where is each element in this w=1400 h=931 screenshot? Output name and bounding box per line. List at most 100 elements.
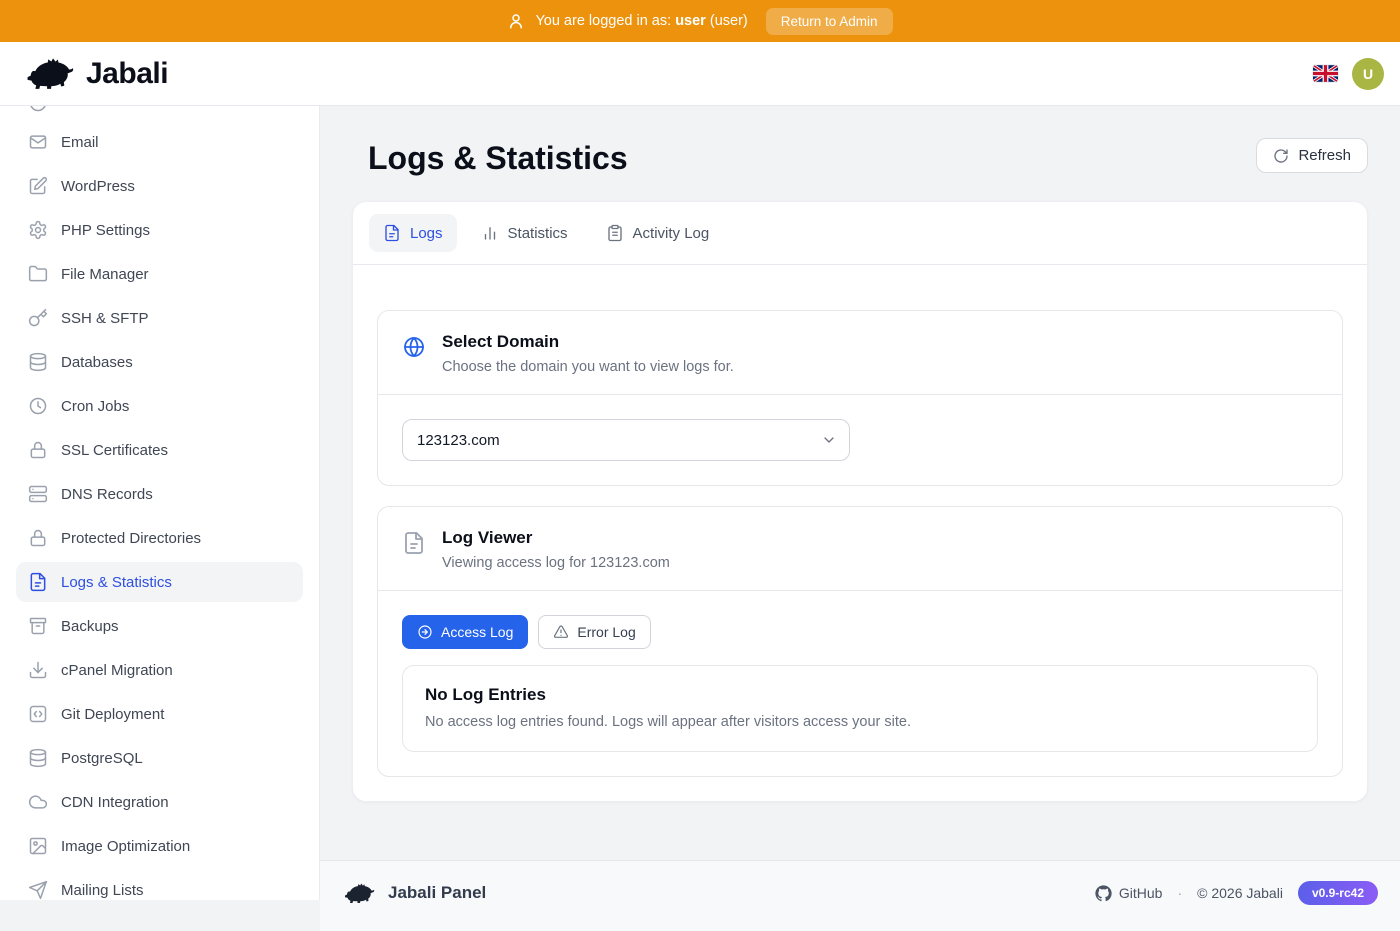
sidebar-item-label: DNS Records [61,485,153,503]
no-log-entries-message: No access log entries found. Logs will a… [425,714,911,730]
sidebar-item-ssl-certificates[interactable]: SSL Certificates [16,430,303,470]
sidebar-item-cdn-integration[interactable]: CDN Integration [16,782,303,822]
sidebar-item-ssh-sftp[interactable]: SSH & SFTP [16,298,303,338]
boar-footer-icon [345,883,375,903]
code-icon [28,704,48,724]
no-log-entries-title: No Log Entries [425,685,546,704]
page-title: Logs & Statistics [368,140,628,176]
sidebar-item-label: Git Deployment [61,705,165,723]
tab-activity-log[interactable]: Activity Log [592,214,724,252]
log-viewer-subtitle: Viewing access log for 123123.com [442,555,670,571]
folder-icon [28,264,48,284]
sidebar-item-label: Databases [61,353,133,371]
database-icon [28,748,48,768]
footer-copyright: © 2026 Jabali [1197,885,1283,901]
lock-icon [28,528,48,548]
footer-separator: · [1177,885,1183,901]
sidebar-item-label: SSL Certificates [61,441,168,459]
tab-statistics[interactable]: Statistics [467,214,582,252]
sidebar-item-cron-jobs[interactable]: Cron Jobs [16,386,303,426]
sidebar: Email WordPress PHP Settings File Manager SS… [0,106,320,900]
filetext-icon [28,572,48,592]
log-viewer-card: Log Viewer Viewing access log for 123123… [377,506,1343,777]
mail-icon [28,132,48,152]
lock-icon [28,440,48,460]
server-icon [28,484,48,504]
sidebar-item-logs-statistics[interactable]: Logs & Statistics [16,562,303,602]
archive-icon [28,616,48,636]
language-flag-uk[interactable] [1313,65,1338,82]
sidebar-item-label: Backups [61,617,119,635]
select-domain-subtitle: Choose the domain you want to view logs … [442,359,734,375]
tab-bar: Logs Statistics Activity Log [353,202,1367,265]
clock-icon [28,396,48,416]
sidebar-item-postgresql[interactable]: PostgreSQL [16,738,303,778]
gear-icon [28,220,48,240]
access-log-button[interactable]: Access Log [402,615,529,649]
sidebar-nav: Email WordPress PHP Settings File Manager SS… [16,122,303,900]
logged-in-role: (user) [709,13,748,29]
tab-label: Statistics [507,224,568,242]
warning-triangle-icon [554,625,569,638]
sidebar-item-label: cPanel Migration [61,661,173,679]
sidebar-item-php-settings[interactable]: PHP Settings [16,210,303,250]
sidebar-item-file-manager[interactable]: File Manager [16,254,303,294]
sidebar-item-label: File Manager [61,265,149,283]
sidebar-item-label: Email [61,133,99,151]
no-log-entries-box: No Log Entries No access log entries fou… [402,665,1318,752]
sidebar-item-databases[interactable]: Databases [16,342,303,382]
log-viewer-title: Log Viewer [442,528,533,547]
domain-select[interactable]: 123123.com [402,419,850,461]
clipboard-icon [606,224,624,242]
sidebar-item-label: Logs & Statistics [61,573,172,591]
user-avatar[interactable]: U [1352,57,1384,90]
return-to-admin-button[interactable]: Return to Admin [765,7,893,35]
app-header: Jabali U [0,42,1400,106]
tab-label: Activity Log [632,224,710,242]
sidebar-item-mailing-lists[interactable]: Mailing Lists [16,870,303,900]
logged-in-username: user [675,13,706,29]
globe-icon [402,335,426,359]
boar-logo-icon [27,57,74,89]
github-link[interactable]: GitHub [1095,884,1162,902]
sidebar-item-git-deployment[interactable]: Git Deployment [16,694,303,734]
filetext-icon [383,224,401,242]
sidebar-item-label: Protected Directories [61,529,202,547]
refresh-button[interactable]: Refresh [1256,138,1368,173]
sidebar-item-email[interactable]: Email [16,122,303,162]
app-footer: Jabali Panel GitHub · © 2026 Jabali v0.9… [320,860,1400,931]
sidebar-item-protected-directories[interactable]: Protected Directories [16,518,303,558]
main-area: Logs & Statistics Refresh Logs Statistics… [320,106,1400,931]
sidebar-item-cpanel-migration[interactable]: cPanel Migration [16,650,303,690]
sidebar-item-dns-records[interactable]: DNS Records [16,474,303,514]
chart-icon [481,224,499,242]
sidebar-item-label: Cron Jobs [61,397,130,415]
logged-in-message: You are logged in as: user (user) [535,13,748,29]
user-icon [510,14,523,29]
uk-flag-icon [1313,65,1338,82]
sidebar-item-label: PHP Settings [61,221,150,239]
sidebar-item-label: SSH & SFTP [61,309,149,327]
tab-label: Logs [410,224,443,242]
sidebar-item-wordpress[interactable]: WordPress [16,166,303,206]
image-icon [28,836,48,856]
send-icon [28,880,48,900]
select-domain-title: Select Domain [442,332,560,351]
select-domain-card: Select Domain Choose the domain you want… [377,310,1343,486]
clipped-sidebar-icon [30,106,46,112]
github-icon [1095,884,1112,901]
impersonation-bar: You are logged in as: user (user) Return… [0,0,1400,42]
sidebar-item-image-optimization[interactable]: Image Optimization [16,826,303,866]
edit-icon [28,176,48,196]
document-icon [402,531,426,555]
error-log-button[interactable]: Error Log [538,615,651,649]
version-badge: v0.9-rc42 [1297,881,1378,905]
database-icon [28,352,48,372]
arrow-right-circle-icon [418,625,432,639]
brand-logo[interactable]: Jabali [26,56,169,92]
logs-panel: Logs Statistics Activity Log Select Domain… [352,201,1368,802]
sidebar-item-backups[interactable]: Backups [16,606,303,646]
sidebar-item-label: Mailing Lists [61,881,144,899]
tab-logs[interactable]: Logs [369,214,457,252]
cloud-icon [28,792,48,812]
